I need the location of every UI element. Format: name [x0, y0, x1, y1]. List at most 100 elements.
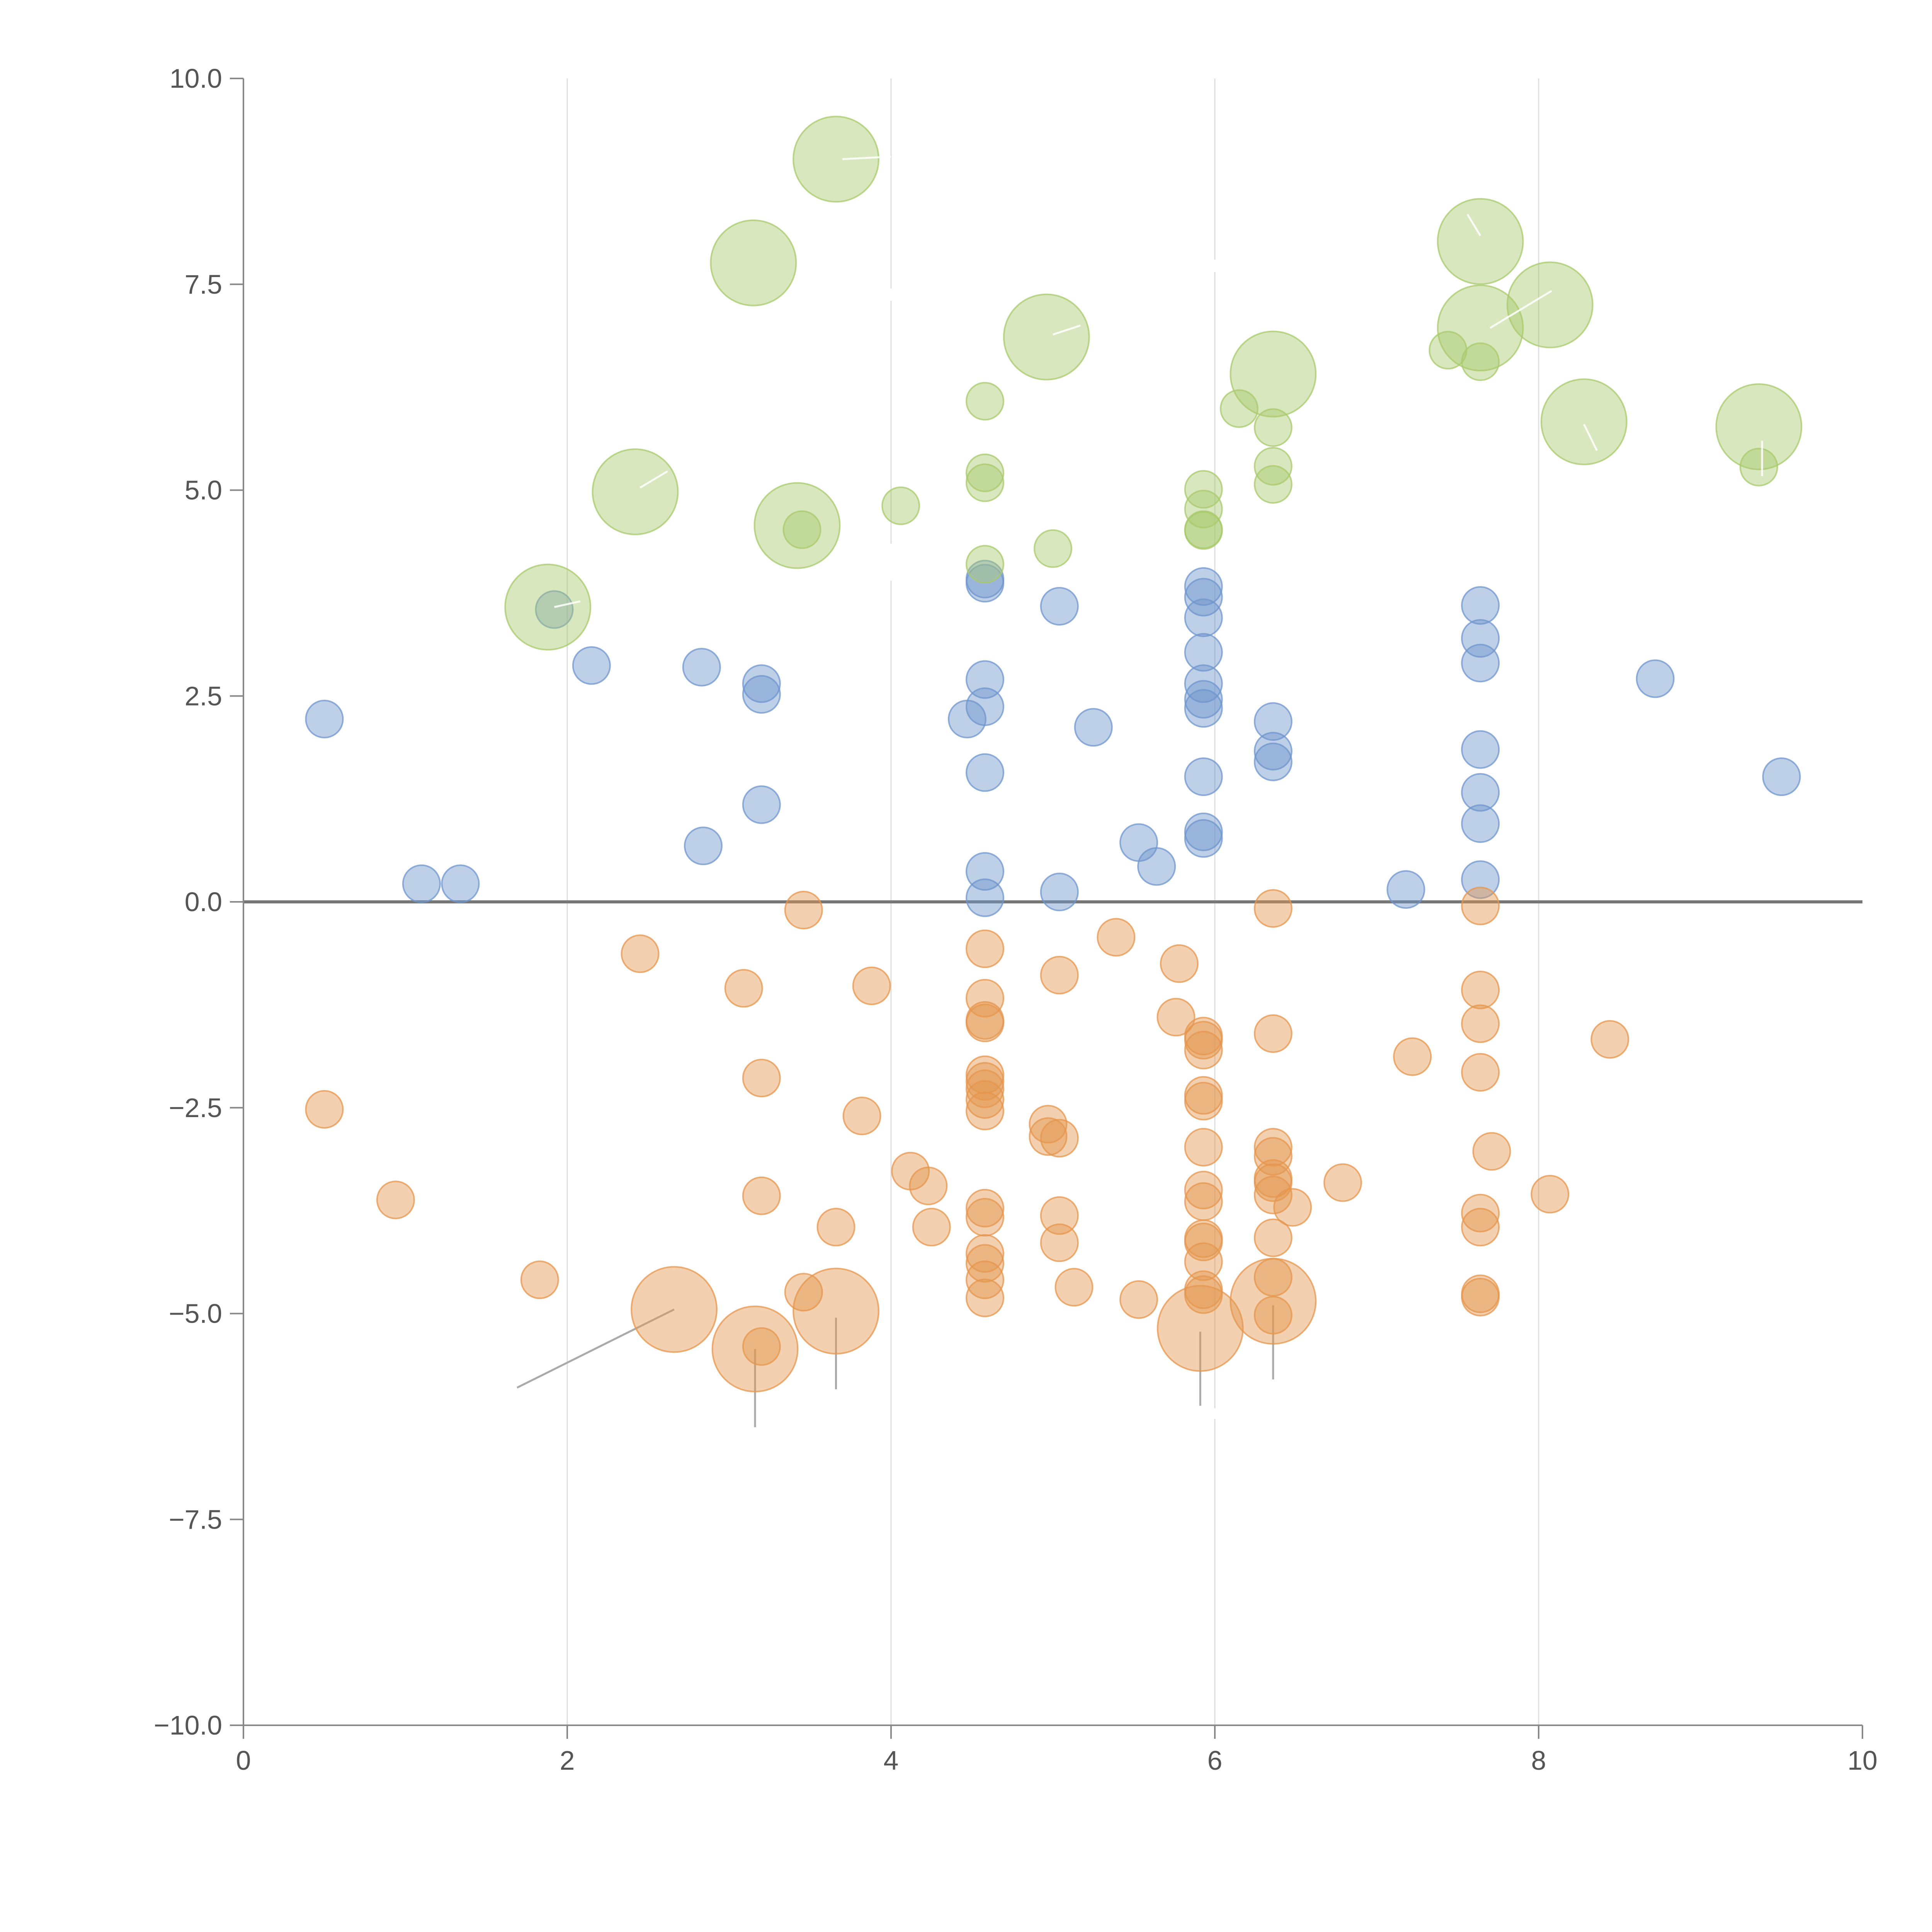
green-point	[1034, 529, 1072, 568]
blue-point	[402, 864, 441, 903]
blue-point	[535, 590, 574, 629]
orange-point	[1393, 1037, 1432, 1076]
green-point	[782, 510, 821, 549]
blue-point	[1461, 804, 1500, 843]
orange-point	[1253, 1296, 1293, 1335]
x-tick-label: 0	[236, 1745, 251, 1776]
orange-point	[852, 966, 891, 1005]
orange-point	[1253, 1137, 1293, 1176]
orange-point	[966, 1234, 1005, 1273]
green-point	[966, 545, 1005, 584]
orange-point	[1054, 1268, 1094, 1307]
green-point	[1739, 447, 1778, 486]
green-point	[1184, 470, 1223, 509]
orange-point	[1253, 1128, 1293, 1167]
orange-point	[966, 1279, 1005, 1318]
orange-point	[1184, 1128, 1223, 1167]
green-point	[1184, 511, 1223, 550]
y-tick-label: 10.0	[170, 63, 222, 94]
orange-point	[1156, 998, 1196, 1037]
green-point	[753, 482, 841, 569]
orange-point	[1184, 1170, 1223, 1209]
orange-point	[376, 1180, 415, 1219]
green-point	[1461, 342, 1500, 381]
blue-point	[682, 648, 721, 687]
y-tick-label: 5.0	[185, 475, 222, 505]
orange-point	[305, 1090, 344, 1129]
y-tick-label: 2.5	[185, 681, 222, 711]
x-tick-label: 2	[560, 1745, 575, 1776]
orange-point	[1184, 1031, 1223, 1070]
orange-point	[1160, 944, 1199, 983]
blue-point	[1762, 757, 1801, 796]
orange-point	[912, 1208, 951, 1247]
blue-point	[1461, 730, 1500, 769]
orange-point	[1040, 956, 1079, 995]
blue-point	[1184, 680, 1223, 719]
blue-point	[742, 664, 781, 703]
blue-point	[1137, 847, 1176, 886]
annotation-lines	[516, 1305, 1274, 1427]
orange-point	[1472, 1132, 1511, 1171]
blue-point	[1184, 633, 1223, 672]
blue-point	[1184, 598, 1223, 637]
orange-point	[631, 1266, 718, 1353]
inner-highlight-lines	[554, 155, 1763, 608]
green-point	[966, 463, 1005, 502]
orange-point	[1323, 1163, 1362, 1202]
orange-point	[966, 929, 1005, 968]
orange-point	[1531, 1175, 1570, 1214]
green-point	[1540, 378, 1628, 466]
blue-point	[572, 646, 611, 685]
orange-point	[1253, 889, 1293, 928]
inner-line	[554, 600, 581, 608]
green-point	[710, 219, 797, 306]
blue-point	[1461, 644, 1500, 683]
blue-point	[966, 852, 1005, 891]
blue-point	[1184, 567, 1223, 606]
annotation-line	[516, 1308, 675, 1389]
green-point	[504, 563, 592, 651]
blue-point	[1184, 757, 1223, 796]
green-point	[1003, 293, 1090, 381]
orange-point	[1156, 1285, 1244, 1372]
orange-point	[1184, 1242, 1223, 1281]
inner-line	[1053, 324, 1081, 336]
orange-point	[1253, 1218, 1293, 1257]
blue-point	[966, 660, 1005, 699]
green-point	[1506, 261, 1594, 349]
blue-point	[1040, 587, 1079, 626]
inner-line	[639, 470, 668, 489]
inner-line	[1490, 290, 1552, 329]
orange-point	[1097, 918, 1136, 957]
green-point	[592, 448, 679, 536]
orange-point	[1184, 1223, 1223, 1262]
orange-point	[1461, 1208, 1500, 1247]
x-tick-label: 8	[1531, 1745, 1546, 1776]
green-point	[1437, 284, 1524, 372]
green-point	[966, 382, 1005, 421]
blue-point	[1253, 742, 1293, 781]
orange-point	[742, 1327, 781, 1366]
orange-point	[793, 1267, 879, 1355]
orange-point	[1040, 1223, 1079, 1262]
y-tick-label: 7.5	[185, 269, 222, 299]
blue-point	[1074, 708, 1113, 747]
green-point	[966, 453, 1005, 492]
green-point	[1184, 490, 1223, 529]
blue-point	[1461, 773, 1500, 812]
blue-point	[966, 878, 1005, 917]
orange-point	[1253, 1175, 1293, 1214]
orange-point	[1029, 1117, 1068, 1156]
orange-point	[1184, 1182, 1223, 1221]
orange-point	[1461, 1194, 1500, 1233]
orange-point	[1253, 1014, 1293, 1053]
orange-point	[1461, 886, 1500, 925]
blue-point	[966, 753, 1005, 792]
blue-point	[1253, 702, 1293, 741]
blue-point	[1184, 819, 1223, 858]
orange-point	[1040, 1119, 1079, 1158]
blue-point	[742, 675, 781, 714]
orange-point	[711, 1305, 799, 1393]
orange-point	[1040, 1196, 1079, 1235]
